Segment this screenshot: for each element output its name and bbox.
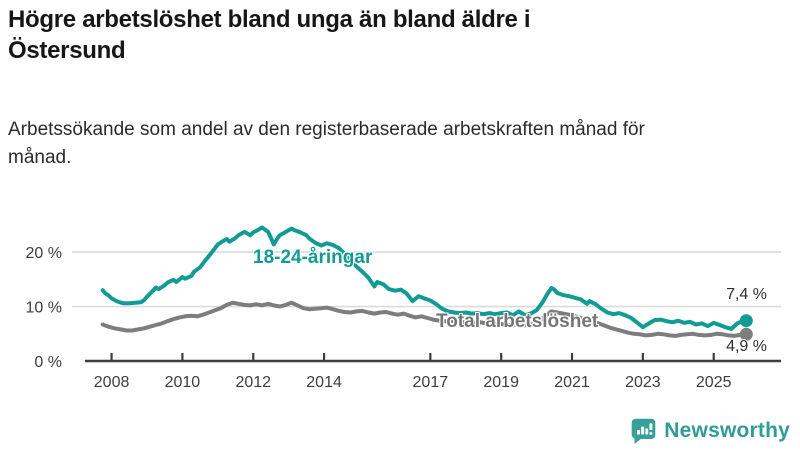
x-tick-label: 2023: [625, 374, 661, 391]
brand-name: Newsworthy: [664, 418, 790, 442]
x-tick-label: 2017: [413, 374, 449, 391]
y-tick-label: 10 %: [26, 300, 62, 317]
newsworthy-logo-icon: [630, 417, 657, 444]
x-tick-label: 2010: [165, 374, 201, 391]
series-line: [100, 300, 749, 338]
series-label-youth: 18-24-åringar: [253, 247, 373, 268]
x-tick-label: 2014: [306, 374, 342, 391]
x-tick-label: 2019: [483, 374, 519, 391]
x-tick-label: 2012: [235, 374, 271, 391]
series-label-total: Total arbetslöshet: [436, 311, 599, 332]
page-subtitle: Arbetssökande som andel av den registerb…: [8, 119, 645, 168]
series-end-dot: [739, 327, 753, 341]
series-line: [100, 225, 749, 331]
series-end-dot: [739, 314, 753, 328]
end-value-youth: 7,4 %: [726, 286, 767, 303]
x-tick-label: 2008: [94, 374, 130, 391]
y-tick-label: 20 %: [26, 245, 62, 262]
page-title: Högre arbetslöshet bland unga än bland ä…: [8, 6, 531, 64]
end-value-total: 4,9 %: [726, 338, 767, 355]
x-tick-label: 2025: [696, 374, 732, 391]
brand-footer: Newsworthy: [630, 417, 790, 444]
y-tick-label: 0 %: [34, 354, 62, 371]
x-tick-label: 2021: [554, 374, 590, 391]
